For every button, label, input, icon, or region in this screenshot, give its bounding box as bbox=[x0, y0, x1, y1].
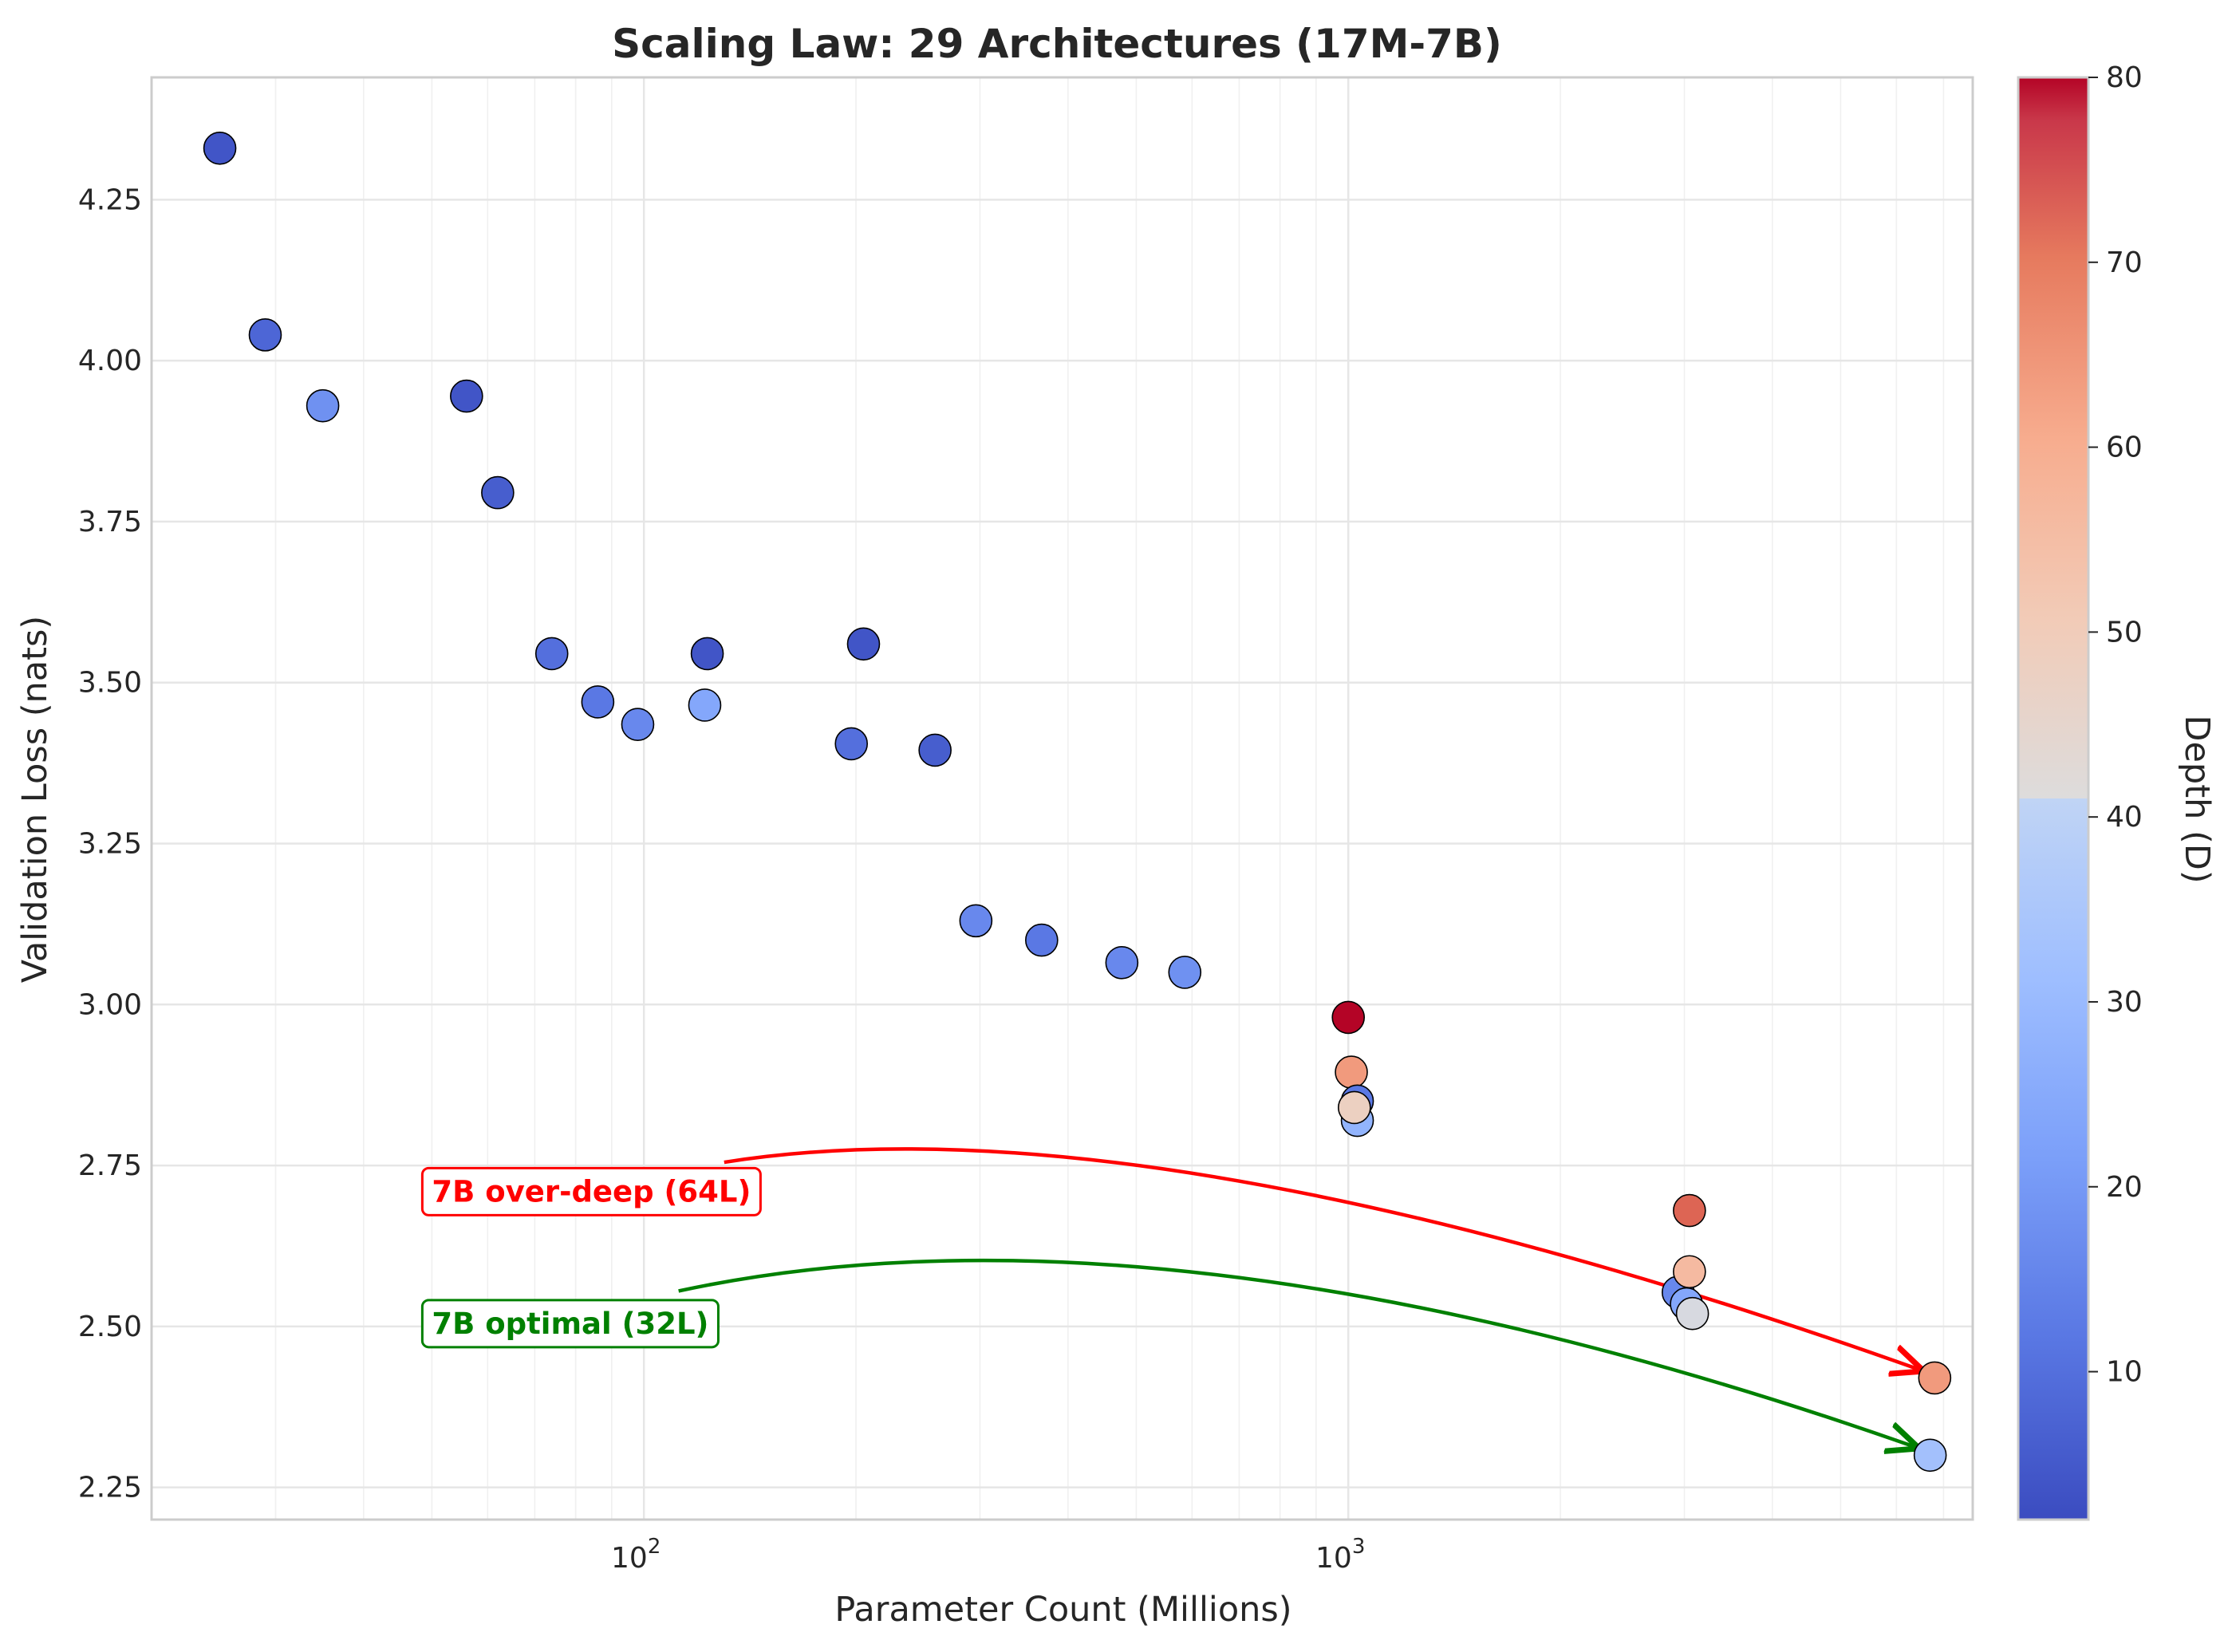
data-point bbox=[1673, 1193, 1706, 1228]
data-point bbox=[203, 131, 237, 165]
y-tick-label: 3.25 bbox=[78, 828, 142, 861]
data-point bbox=[621, 708, 655, 741]
colorbar-label: Depth (D) bbox=[2177, 715, 2217, 883]
data-point bbox=[1105, 946, 1139, 980]
annotation-arrow bbox=[724, 1147, 1921, 1370]
colorbar-tick-label: 50 bbox=[2106, 616, 2143, 649]
y-axis-ticks: 2.25 2.50 2.75 3.00 3.25 3.50 3.75 4.00 4.25 bbox=[78, 183, 142, 1504]
data-point bbox=[581, 685, 615, 719]
data-point bbox=[1331, 1000, 1366, 1035]
x-axis-label: Parameter Count (Millions) bbox=[834, 1590, 1291, 1630]
colorbar-tick-label: 60 bbox=[2106, 432, 2143, 464]
y-tick-label: 3.50 bbox=[78, 667, 142, 700]
y-tick-label: 4.25 bbox=[78, 183, 142, 216]
y-tick-label: 3.00 bbox=[78, 988, 142, 1021]
annotation-labels: 7B over-deep (64L) 7B optimal (32L) bbox=[420, 1166, 762, 1349]
colorbar-tick-label: 70 bbox=[2106, 246, 2143, 279]
colorbar-ticks: 10 20 30 40 50 60 70 80 bbox=[2088, 61, 2143, 1389]
annotation-text: 7B over-deep (64L) bbox=[432, 1174, 751, 1208]
y-tick-label: 2.75 bbox=[78, 1149, 142, 1182]
x-tick-label: 103 bbox=[1315, 1535, 1365, 1575]
y-axis-label: Validation Loss (nats) bbox=[15, 616, 55, 983]
data-point bbox=[959, 904, 993, 938]
data-point bbox=[534, 637, 569, 671]
data-point bbox=[1675, 1296, 1709, 1331]
data-point bbox=[450, 379, 483, 413]
data-point bbox=[688, 688, 722, 722]
annotation-arrows bbox=[678, 1147, 1921, 1447]
plot-frame bbox=[150, 76, 1974, 1521]
y-tick-label: 2.50 bbox=[78, 1311, 142, 1343]
data-point bbox=[1673, 1255, 1706, 1289]
data-point bbox=[1913, 1438, 1947, 1473]
y-tick-label: 2.25 bbox=[78, 1472, 142, 1504]
colorbar: 10 20 30 40 50 60 70 80 Depth (D) bbox=[2017, 61, 2217, 1521]
data-point bbox=[918, 733, 952, 767]
y-tick-label: 4.00 bbox=[78, 345, 142, 377]
x-tick-label: 102 bbox=[611, 1535, 661, 1575]
annotation-text: 7B optimal (32L) bbox=[432, 1307, 708, 1341]
data-point bbox=[1168, 956, 1202, 989]
annotation-label: 7B optimal (32L) bbox=[420, 1299, 720, 1349]
data-point bbox=[481, 475, 515, 510]
chart-title: Scaling Law: 29 Architectures (17M-7B) bbox=[612, 21, 1502, 67]
y-tick-label: 3.75 bbox=[78, 506, 142, 538]
colorbar-tick-label: 10 bbox=[2106, 1356, 2143, 1389]
annotation-box bbox=[420, 1299, 720, 1349]
data-point bbox=[690, 637, 724, 671]
colorbar-tick-label: 30 bbox=[2106, 986, 2143, 1019]
colorbar-tick-label: 80 bbox=[2106, 61, 2143, 94]
colorbar-tick-label: 20 bbox=[2106, 1171, 2143, 1204]
annotation-arrow bbox=[678, 1258, 1916, 1447]
x-axis-ticks: 102 103 bbox=[611, 1535, 1365, 1575]
data-point bbox=[834, 727, 869, 761]
annotation-label: 7B over-deep (64L) bbox=[420, 1166, 762, 1216]
data-points bbox=[203, 131, 1952, 1473]
colorbar-gradient bbox=[2017, 76, 2090, 1521]
data-point bbox=[1338, 1090, 1371, 1125]
data-point bbox=[846, 627, 881, 661]
data-point bbox=[248, 318, 282, 352]
data-point bbox=[1335, 1055, 1368, 1089]
annotation-box bbox=[420, 1166, 762, 1216]
colorbar-tick-label: 40 bbox=[2106, 801, 2143, 834]
data-point bbox=[1918, 1361, 1952, 1395]
data-point bbox=[306, 388, 340, 423]
grid-lines bbox=[151, 77, 1973, 1520]
data-point bbox=[1025, 923, 1059, 957]
